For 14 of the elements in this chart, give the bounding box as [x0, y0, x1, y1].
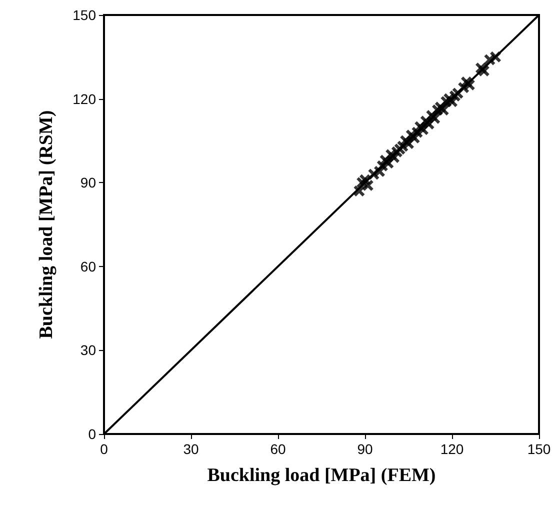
y-tick-label: 30 — [80, 342, 96, 358]
y-tick-label: 60 — [80, 258, 96, 274]
x-axis-title: Buckling load [MPa] (FEM) — [207, 465, 436, 486]
y-axis-title: Buckling load [MPa] (RSM) — [36, 110, 57, 339]
y-tick-label: 120 — [72, 90, 96, 107]
y-tick-label: 150 — [72, 7, 96, 23]
x-tick-label: 150 — [527, 441, 551, 457]
x-tick-label: 120 — [440, 441, 464, 457]
x-tick-label: 60 — [270, 441, 286, 457]
y-tick-label: 90 — [80, 174, 96, 191]
y-tick-label: 0 — [88, 426, 96, 442]
x-tick-label: 90 — [357, 441, 373, 457]
x-tick-label: 0 — [100, 441, 108, 457]
x-tick-label: 30 — [183, 441, 199, 457]
